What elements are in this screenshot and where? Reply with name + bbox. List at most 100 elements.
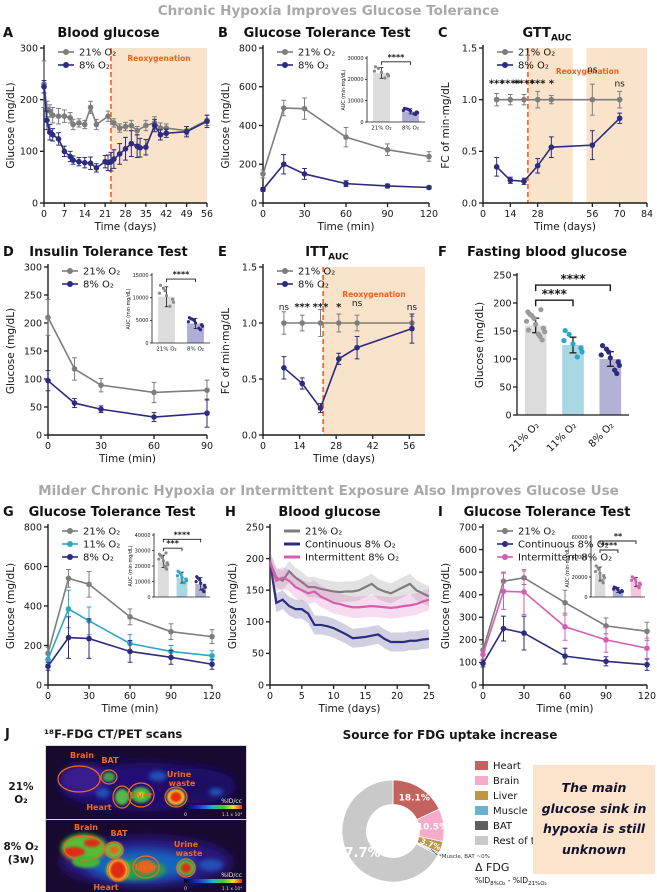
chart-gtt: 0 200 400 600 800 0 30 60 90 120 Time (min) Glucose… [220, 43, 438, 233]
svg-text:50: 50 [252, 649, 264, 660]
svg-text:8% O₂: 8% O₂ [187, 347, 204, 353]
panel-title: Blood glucose [57, 26, 160, 41]
chart-blood-glucose-intermittent: 0 50 100 150 200 250 0 5 10 15 20 25 Time (days) Gluc… [227, 522, 435, 715]
svg-text:8% O₂: 8% O₂ [83, 553, 114, 564]
svg-text:60: 60 [148, 441, 160, 452]
svg-text:AUC (min·mg/dL): AUC (min·mg/dL) [128, 545, 134, 586]
svg-text:90: 90 [201, 441, 213, 452]
panel-c: C GTTAUC Reoxygenation 0.0 0.5 1.0 1.5 0 14 28 5… [437, 26, 657, 241]
svg-text:0: 0 [251, 198, 257, 209]
svg-text:Glucose (mg/dL): Glucose (mg/dL) [440, 563, 452, 649]
svg-text:%ID8%O₂ - %ID21%O₂: %ID8%O₂ - %ID21%O₂ [475, 876, 547, 887]
svg-text:56: 56 [586, 209, 598, 220]
svg-text:20000: 20000 [135, 564, 151, 570]
svg-text:*Muscle, BAT ~0%: *Muscle, BAT ~0% [439, 854, 490, 860]
svg-text:28: 28 [330, 441, 342, 452]
section-header-1: Chronic Hypoxia Improves Glucose Toleran… [157, 3, 500, 19]
svg-text:50: 50 [30, 402, 42, 413]
svg-text:200: 200 [20, 95, 38, 106]
scan-body-blobs [60, 834, 232, 887]
chart-blood-glucose: Reoxygenation 0 100 200 300 0 7 14 21 28 35 42 49 56 T… [5, 43, 213, 233]
svg-text:***: *** [489, 79, 505, 90]
svg-text:14: 14 [504, 209, 516, 220]
svg-text:200: 200 [459, 635, 477, 646]
svg-text:***: *** [313, 302, 329, 313]
svg-text:0: 0 [260, 209, 266, 220]
svg-text:21% O₂: 21% O₂ [518, 48, 555, 59]
svg-text:21% O₂: 21% O₂ [508, 420, 542, 454]
chart-fdg-donut: 18.1%10.5%3.7%67.7%HeartBrainLiverMuscle… [335, 761, 575, 887]
scan-label-8: 8% O₂ (3w) [3, 841, 39, 867]
svg-text:14: 14 [79, 209, 91, 220]
svg-text:800: 800 [24, 522, 42, 533]
svg-text:100: 100 [459, 658, 477, 669]
svg-text:****: **** [542, 287, 568, 301]
svg-text:0: 0 [41, 209, 47, 220]
svg-text:84: 84 [641, 209, 653, 220]
panel-letter: G [3, 505, 14, 520]
svg-text:Time (days): Time (days) [93, 221, 156, 233]
svg-text:30000: 30000 [348, 56, 364, 62]
panel-letter: J [5, 727, 10, 742]
svg-text:*: * [336, 302, 342, 313]
chart-gtt-intermittent: 0 100 200 300 400 500 600 700 0 30 60 90 120 Time (mi… [440, 522, 656, 715]
svg-text:14: 14 [294, 441, 306, 452]
chart-gtt-auc: Reoxygenation 0.0 0.5 1.0 1.5 0 14 28 56 70 84 Time… [440, 43, 653, 233]
svg-text:1.5: 1.5 [242, 262, 257, 273]
svg-text:21% O₂: 21% O₂ [305, 527, 342, 538]
donut-title: Source for FDG uptake increase [342, 728, 558, 742]
svg-text:0: 0 [258, 680, 264, 691]
svg-text:56: 56 [403, 441, 415, 452]
svg-text:waste: waste [176, 849, 203, 858]
svg-text:30: 30 [518, 691, 530, 702]
svg-text:0: 0 [36, 680, 42, 691]
svg-text:****: **** [173, 270, 191, 279]
svg-text:15: 15 [359, 691, 371, 702]
svg-text:****: **** [560, 272, 586, 286]
svg-text:10000: 10000 [348, 98, 364, 104]
svg-text:8% O₂: 8% O₂ [83, 280, 114, 291]
svg-text:AUC (min·mg/dL): AUC (min·mg/dL) [565, 546, 571, 587]
svg-text:Time (days): Time (days) [533, 221, 596, 233]
svg-text:****: **** [514, 79, 536, 90]
svg-text:300: 300 [24, 262, 42, 273]
svg-text:%ID/cc: %ID/cc [221, 798, 242, 805]
svg-text:400: 400 [24, 601, 42, 612]
svg-text:Time (days): Time (days) [317, 703, 380, 715]
svg-text:Time (min): Time (min) [98, 453, 156, 465]
svg-text:11% O₂: 11% O₂ [545, 420, 579, 454]
svg-text:ns: ns [279, 303, 290, 313]
svg-text:100: 100 [493, 354, 511, 365]
svg-text:200: 200 [239, 160, 257, 171]
svg-text:***: *** [166, 539, 179, 548]
svg-text:90: 90 [381, 209, 393, 220]
svg-text:****: **** [500, 79, 522, 90]
svg-text:20000: 20000 [348, 77, 364, 83]
svg-text:20000: 20000 [572, 575, 588, 581]
svg-text:200: 200 [246, 554, 264, 565]
svg-text:0: 0 [584, 595, 587, 601]
svg-text:0.0: 0.0 [242, 430, 257, 441]
svg-text:Glucose (mg/dL): Glucose (mg/dL) [474, 302, 486, 388]
section-header-2: Milder Chronic Hypoxia or Intermittent E… [38, 483, 619, 499]
panel-letter: H [225, 505, 236, 520]
panel-a: A Blood glucose Reoxygenation 0 100 200 300 0… [2, 26, 215, 241]
svg-text:Liver: Liver [135, 863, 157, 872]
svg-text:700: 700 [459, 522, 477, 533]
svg-text:8% O₂: 8% O₂ [79, 61, 110, 72]
svg-text:300: 300 [459, 613, 477, 624]
svg-text:FC of min·mg/dL: FC of min·mg/dL [440, 82, 452, 168]
svg-text:11% O₂: 11% O₂ [83, 540, 120, 551]
svg-text:1.0: 1.0 [242, 318, 257, 329]
svg-text:8% O₂: 8% O₂ [298, 280, 329, 291]
svg-text:60000: 60000 [572, 535, 588, 541]
svg-text:***: *** [294, 302, 310, 313]
svg-text:0.5: 0.5 [462, 147, 477, 158]
svg-text:Liver: Liver [130, 791, 152, 800]
chart-itt-auc: Reoxygenation 0.0 0.5 1.0 1.5 0 14 28 42 56 Time (… [220, 262, 425, 465]
svg-text:25: 25 [423, 691, 435, 702]
svg-text:400: 400 [459, 590, 477, 601]
svg-text:42: 42 [160, 209, 172, 220]
